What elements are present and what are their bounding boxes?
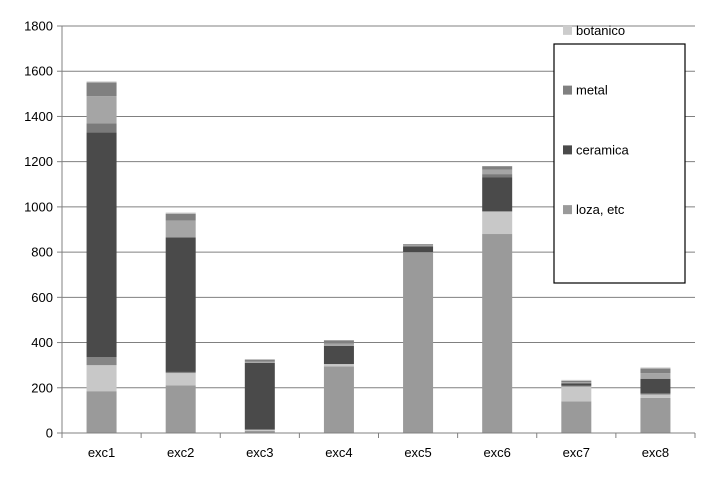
- bar-segment-exc3-5: [244, 361, 275, 363]
- bar-segment-exc8-3: [640, 378, 671, 394]
- legend-swatch: [563, 85, 572, 95]
- legend-swatch: [563, 205, 572, 215]
- x-tick-label: exc2: [167, 445, 194, 460]
- bar-segment-exc4-3: [323, 345, 354, 365]
- bar-segment-exc3-3: [244, 362, 275, 430]
- bar-segment-exc7-1: [561, 386, 592, 402]
- bar-segment-exc5-6: [403, 244, 434, 246]
- bar-segment-exc1-3: [86, 132, 117, 358]
- bar-segment-exc6-1: [482, 211, 513, 235]
- bar-segment-exc5-5: [403, 245, 434, 247]
- x-tick-label: exc7: [563, 445, 590, 460]
- x-tick-label: exc3: [246, 445, 273, 460]
- y-tick-label: 1400: [24, 109, 53, 124]
- y-axis-ticks: 0 200 400 600 800 1000 1200 1400 1600 1800: [24, 19, 62, 441]
- x-tick-label: exc5: [404, 445, 431, 460]
- x-tick-label: exc4: [325, 445, 352, 460]
- bar-segment-exc1-6: [86, 82, 117, 97]
- legend-label: ceramica: [576, 142, 630, 157]
- bar-segment-exc4-5: [323, 343, 354, 346]
- legend: botanico metal ceramica loza, etc: [553, 23, 686, 284]
- bar-segment-exc7-3: [561, 383, 592, 386]
- x-tick-label: exc1: [88, 445, 115, 460]
- x-axis-ticks: exc1 exc2 exc3 exc4 exc5 exc6 exc7 exc8: [61, 433, 696, 460]
- legend-swatch: [563, 25, 572, 35]
- bar-segment-exc2-6: [165, 213, 196, 221]
- y-tick-label: 600: [31, 290, 53, 305]
- bar-segment-exc8-0: [640, 397, 671, 433]
- bar-segment-exc6-3: [482, 177, 513, 212]
- bar-segment-exc6-6: [482, 166, 513, 170]
- bar-segment-exc2-3: [165, 237, 196, 372]
- bar-segment-exc1-7: [86, 81, 117, 83]
- bar-segment-exc8-5: [640, 373, 671, 379]
- y-tick-label: 0: [46, 426, 53, 441]
- legend-label: metal: [576, 83, 608, 98]
- x-tick-label: exc8: [642, 445, 669, 460]
- bar-segment-exc7-0: [561, 401, 592, 433]
- legend-label: botanico: [576, 23, 625, 38]
- bar-segment-exc7-7: [561, 379, 592, 381]
- x-tick-label: exc6: [483, 445, 510, 460]
- bar-segment-exc1-0: [86, 391, 117, 433]
- bar-segment-exc8-1: [640, 394, 671, 398]
- bar-segment-exc2-2: [165, 371, 196, 374]
- y-tick-label: 400: [31, 335, 53, 350]
- bar-segment-exc4-0: [323, 366, 354, 433]
- bar-segment-exc3-1: [244, 429, 275, 431]
- bar-segment-exc6-0: [482, 234, 513, 433]
- bar-segment-exc1-2: [86, 357, 117, 366]
- bar-segment-exc1-5: [86, 96, 117, 124]
- bar-segment-exc8-7: [640, 367, 671, 369]
- bar-segment-exc2-0: [165, 385, 196, 433]
- bar-segment-exc2-5: [165, 220, 196, 238]
- bar-segment-exc2-1: [165, 373, 196, 386]
- bar-segment-exc7-5: [561, 382, 592, 384]
- bar-segment-exc8-6: [640, 368, 671, 374]
- bar-segment-exc1-4: [86, 123, 117, 133]
- bar-segment-exc1-1: [86, 365, 117, 392]
- bar-segment-exc6-5: [482, 169, 513, 175]
- bar-segment-exc3-0: [244, 430, 275, 433]
- legend-label: loza, etc: [576, 202, 625, 217]
- y-tick-label: 800: [31, 245, 53, 260]
- bar-segment-exc4-6: [323, 340, 354, 344]
- y-tick-label: 200: [31, 380, 53, 395]
- legend-swatch: [563, 145, 572, 155]
- y-tick-label: 1200: [24, 154, 53, 169]
- bars: [86, 81, 671, 433]
- bar-segment-exc2-7: [165, 212, 196, 214]
- y-tick-label: 1800: [24, 19, 53, 34]
- bar-segment-exc6-4: [482, 174, 513, 178]
- y-tick-label: 1600: [24, 64, 53, 79]
- bar-segment-exc7-2: [561, 385, 592, 387]
- bar-segment-exc4-1: [323, 364, 354, 367]
- bar-segment-exc5-3: [403, 246, 434, 253]
- bar-segment-exc5-0: [403, 252, 434, 433]
- bar-segment-exc7-6: [561, 380, 592, 383]
- y-tick-label: 1000: [24, 199, 53, 214]
- bar-segment-exc8-2: [640, 393, 671, 395]
- bar-segment-exc3-6: [244, 359, 275, 362]
- legend-box: [553, 43, 686, 284]
